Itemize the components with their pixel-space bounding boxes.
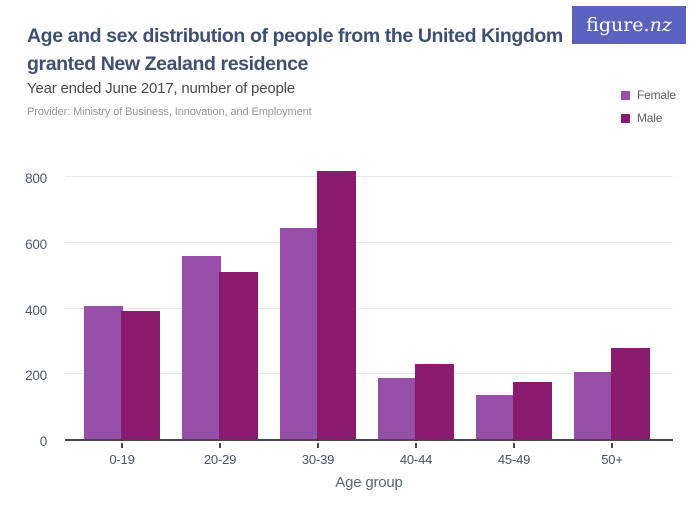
bar-male-50+[interactable]: [611, 348, 650, 439]
bar-group-50+: [574, 348, 650, 439]
x-tick-50+: [611, 443, 613, 448]
x-axis: 0-19 20-29 30-39 40-44 45-49 50+: [65, 443, 673, 493]
legend-item-male: Male: [621, 111, 676, 125]
chart-legend: Female Male: [621, 88, 676, 134]
bar-group-40-44: [378, 364, 454, 439]
legend-label: Male: [637, 111, 663, 125]
y-tick-label-200: 200: [25, 368, 47, 384]
bar-female-30-39[interactable]: [280, 228, 319, 439]
x-tick-label-50+: 50+: [601, 452, 623, 467]
x-axis-title: Age group: [335, 474, 403, 491]
x-tick-40-44: [415, 443, 417, 448]
y-tick-label-400: 400: [25, 302, 47, 318]
bar-female-20-29[interactable]: [182, 256, 221, 439]
legend-item-female: Female: [621, 88, 676, 102]
x-tick-label-0-19: 0-19: [109, 452, 135, 467]
x-tick-label-20-29: 20-29: [203, 452, 237, 467]
bar-male-45-49[interactable]: [513, 382, 552, 439]
x-tick-30-39: [317, 443, 319, 448]
bar-male-30-39[interactable]: [317, 171, 356, 439]
bar-male-20-29[interactable]: [219, 272, 258, 439]
provider-note: Provider: Ministry of Business, Innovati…: [27, 106, 312, 118]
bar-group-0-19: [84, 306, 160, 439]
y-tick-label-800: 800: [25, 171, 47, 186]
x-tick-20-29: [219, 443, 221, 448]
bar-female-50+[interactable]: [574, 372, 613, 439]
figure-nz-logo[interactable]: figure.nz: [572, 6, 686, 44]
x-tick-label-40-44: 40-44: [399, 452, 433, 467]
x-tick-label-45-49: 45-49: [497, 452, 531, 467]
y-tick-label-0: 0: [39, 434, 48, 449]
gridline-400: [65, 307, 673, 309]
bar-male-0-19[interactable]: [121, 311, 160, 439]
gridline-600: [65, 241, 673, 243]
bar-male-40-44[interactable]: [415, 364, 454, 439]
bar-group-20-29: [182, 256, 258, 439]
gridline-200: [65, 373, 673, 375]
x-tick-0-19: [121, 443, 123, 448]
gridline-800: [65, 176, 673, 177]
x-tick-label-30-39: 30-39: [301, 452, 335, 467]
legend-swatch-female: [621, 90, 630, 100]
bar-group-30-39: [280, 171, 356, 439]
page-title: Age and sex distribution of people from …: [27, 25, 563, 75]
legend-label: Female: [637, 88, 676, 102]
bar-group-45-49: [476, 382, 552, 439]
bar-female-40-44[interactable]: [378, 378, 417, 439]
y-tick-label-600: 600: [25, 236, 47, 252]
bar-female-0-19[interactable]: [84, 306, 123, 439]
bar-female-45-49[interactable]: [476, 395, 515, 439]
logo-text: figure.nz: [586, 14, 672, 36]
plot-area: [65, 171, 673, 441]
x-tick-45-49: [513, 443, 515, 448]
legend-swatch-male: [621, 113, 630, 123]
chart-subtitle: Year ended June 2017, number of people: [27, 80, 295, 97]
y-axis: 0 200 400 600 800: [0, 171, 56, 449]
